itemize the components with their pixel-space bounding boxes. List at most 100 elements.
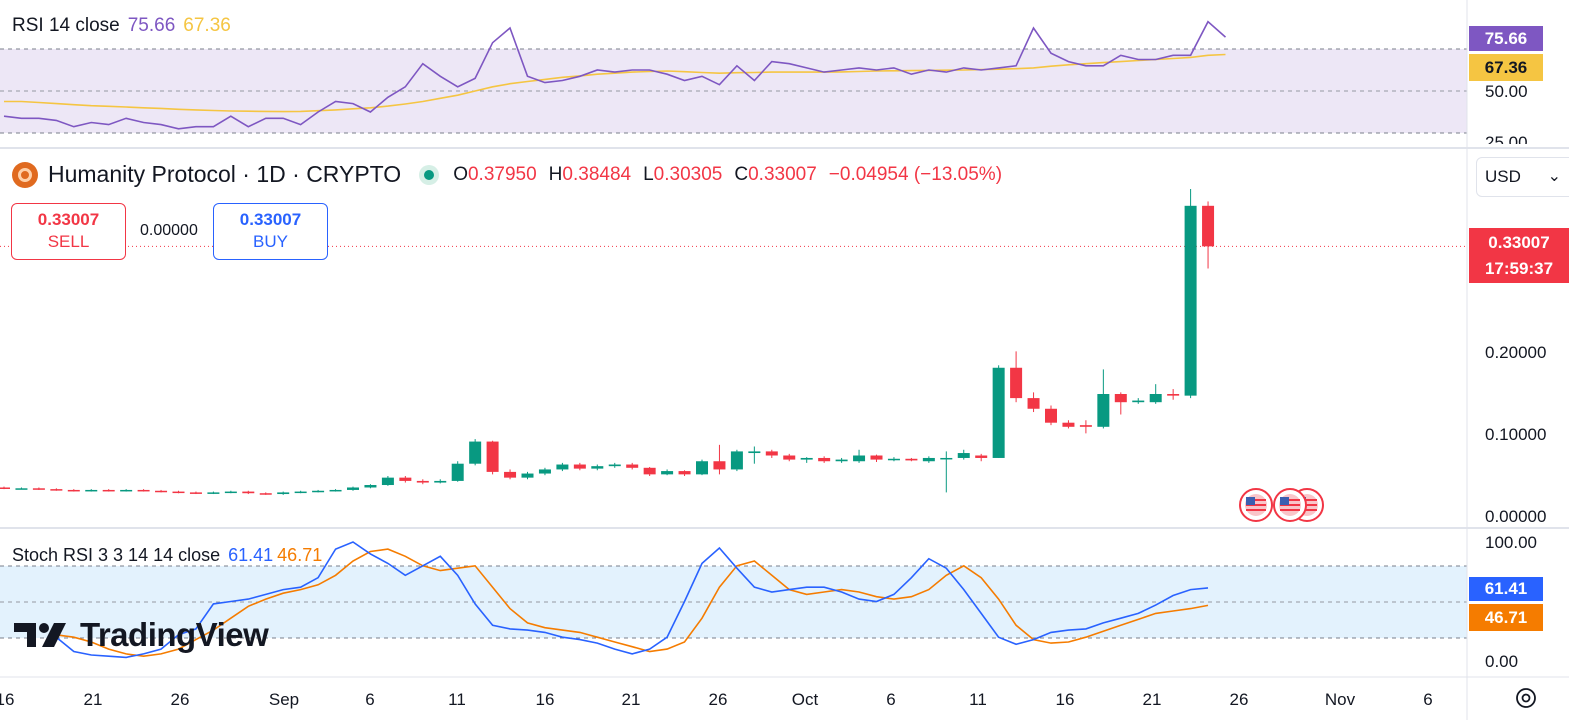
candle (556, 462, 569, 472)
candle (992, 365, 1005, 458)
candle (381, 476, 394, 486)
time-axis-label: Oct (792, 690, 819, 709)
rsi-legend-label: RSI 14 close (12, 15, 120, 36)
symbol-title[interactable]: Humanity Protocol · 1D · CRYPTO (48, 161, 402, 187)
candle (887, 457, 900, 462)
time-axis-label: 16 (536, 690, 555, 709)
rsi-ma-value-tag: 67.36 (1469, 54, 1543, 81)
candle (1167, 389, 1180, 400)
candle (1062, 420, 1075, 429)
candle (172, 490, 185, 494)
time-axis-label: 26 (171, 690, 190, 709)
time-axis-label: Sep (269, 690, 299, 709)
rsi-scale-label: 25.00 (1485, 133, 1528, 144)
price-axis-label: 0.10000 (1485, 425, 1547, 444)
stoch-rsi-legend[interactable]: Stoch RSI 3 3 14 14 close 61.41 46.71 (12, 545, 322, 566)
candle (538, 467, 551, 476)
candle (189, 491, 202, 495)
sell-button[interactable]: 0.33007 SELL (11, 203, 126, 260)
candle (1097, 369, 1110, 429)
tradingview-logo[interactable]: TradingView (14, 616, 269, 654)
time-axis[interactable]: 16 21 26 Sep 6 11 16 21 26 Oct 6 11 16 21 26 Nov 6 (0, 690, 1433, 709)
currency-select[interactable]: USD ⌄ (1476, 157, 1569, 197)
time-axis-label: Nov (1325, 690, 1356, 709)
candle (730, 449, 743, 472)
candle (800, 457, 813, 463)
candle (713, 444, 726, 475)
candle (155, 489, 168, 493)
candle (748, 446, 761, 464)
ohlc-high: H0.38484 (548, 163, 632, 185)
stoch-k-value-tag: 61.41 (1469, 577, 1543, 601)
candle (957, 449, 970, 460)
tradingview-logo-icon (14, 623, 66, 647)
candle (818, 456, 831, 463)
candle (1132, 398, 1145, 404)
candle (347, 486, 359, 491)
candle (32, 487, 45, 490)
candle (434, 479, 447, 484)
candle (137, 489, 150, 492)
time-axis-label: 26 (1230, 690, 1249, 709)
time-axis-label: 21 (84, 690, 103, 709)
buy-price: 0.33007 (239, 210, 302, 229)
us-flag-event-icon[interactable] (1239, 488, 1273, 522)
buy-button[interactable]: 0.33007 BUY (213, 203, 328, 260)
candle (765, 449, 778, 458)
candle (486, 440, 499, 475)
candle (1027, 392, 1040, 413)
rsi-scale-label: 50.00 (1485, 82, 1528, 101)
candle (50, 488, 63, 491)
stoch-rsi-panel (0, 541, 1467, 659)
candle (1114, 392, 1127, 415)
rsi-line (3, 20, 1227, 130)
candle (940, 451, 953, 493)
currency-value: USD (1485, 167, 1521, 186)
ohlc-open: O0.37950 (453, 163, 537, 185)
candle (661, 469, 674, 476)
candle (312, 489, 325, 493)
candle (416, 479, 429, 485)
candle (1149, 384, 1162, 404)
stoch-scale-label: 100.00 (1485, 533, 1537, 552)
candle (1045, 405, 1057, 426)
candle (975, 453, 988, 462)
stoch-d-line (56, 548, 1209, 658)
humanity-protocol-coin-icon (12, 161, 38, 188)
candle (67, 489, 80, 492)
symbol-legend[interactable]: Humanity Protocol · 1D · CRYPTO O0.37950… (12, 161, 1002, 188)
candle (277, 491, 290, 495)
rsi-value-tag: 75.66 (1469, 26, 1543, 51)
candle (626, 462, 639, 470)
ohlc-close: C0.33007 (734, 163, 817, 185)
last-price-value: 0.33007 (1488, 233, 1550, 252)
time-axis-label: 6 (886, 690, 895, 709)
price-change: −0.04954 (−13.05%) (828, 163, 1003, 185)
spread-value: 0.00000 (140, 222, 198, 239)
sell-label: SELL (47, 232, 90, 251)
candle (469, 439, 482, 466)
time-axis-label: 21 (622, 690, 641, 709)
candle (1010, 351, 1023, 403)
candle (329, 489, 342, 492)
price-axis-label: 0.00000 (1485, 507, 1547, 526)
rsi-ma-line (4, 53, 1226, 113)
candle (521, 471, 534, 480)
candle (102, 489, 115, 492)
tradingview-logo-text: TradingView (80, 616, 269, 653)
gear-icon[interactable] (1516, 688, 1536, 708)
candle (294, 490, 307, 494)
candle (608, 462, 621, 468)
chevron-down-icon: ⌄ (1547, 168, 1561, 185)
stoch-scale-label: 0.00 (1485, 652, 1519, 671)
us-flag-event-icon[interactable] (1273, 488, 1307, 522)
rsi-legend[interactable]: RSI 14 close 75.66 67.36 (12, 15, 231, 37)
buy-label: BUY (253, 232, 288, 251)
candle (591, 464, 604, 471)
stoch-d-value-tag: 46.71 (1469, 604, 1543, 631)
candle (224, 490, 237, 494)
candle (643, 466, 656, 476)
candle (1184, 189, 1197, 399)
candle (242, 490, 255, 495)
